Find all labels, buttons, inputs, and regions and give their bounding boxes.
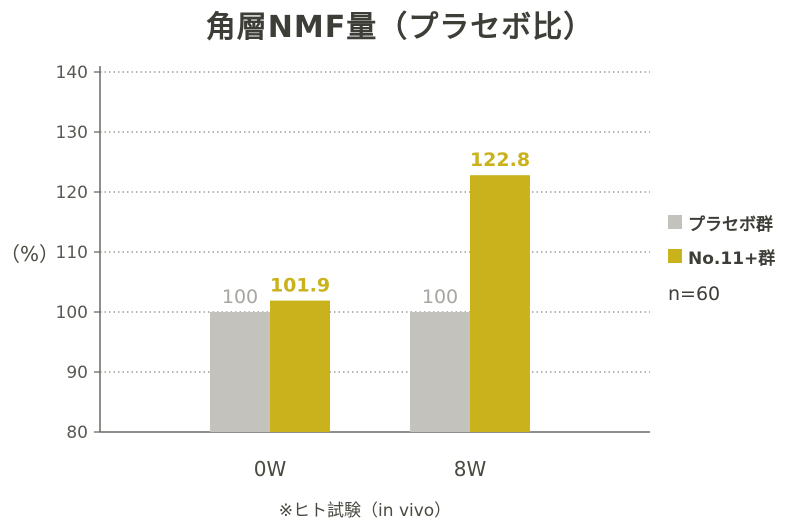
sample-size-note: n=60 [668,283,721,305]
y-tick-label: 80 [66,423,88,443]
x-tick-label: 0W [254,457,287,481]
legend-label-placebo: プラセボ群 [688,214,773,235]
x-tick-label: 8W [454,457,487,481]
data-label: 100 [222,286,258,308]
legend: プラセボ群 No.11+群 n=60 [668,205,775,305]
legend-label-no11: No.11+群 [688,248,776,269]
y-tick-label: 130 [56,123,88,143]
data-label: 122.8 [470,149,530,171]
footnote: ※ヒト試験（in vivo） [278,501,452,521]
bar-0W-series-0 [210,312,270,432]
y-tick-label: 110 [56,243,88,263]
y-tick-label: 90 [66,363,88,383]
legend-item-no11: No.11+群 [668,239,775,273]
data-label: 100 [422,286,458,308]
legend-swatch-placebo [668,215,682,229]
y-tick-label: 120 [56,183,88,203]
bar-8W-series-1 [470,175,530,432]
legend-item-placebo: プラセボ群 [668,205,775,239]
chart-title: 角層NMF量（プラセボ比） [205,10,595,45]
legend-swatch-no11 [668,249,682,263]
y-tick-label: 140 [56,63,88,83]
data-label: 101.9 [270,275,330,297]
bar-8W-series-0 [410,312,470,432]
bar-0W-series-1 [270,300,330,432]
y-tick-label: 100 [56,303,88,323]
